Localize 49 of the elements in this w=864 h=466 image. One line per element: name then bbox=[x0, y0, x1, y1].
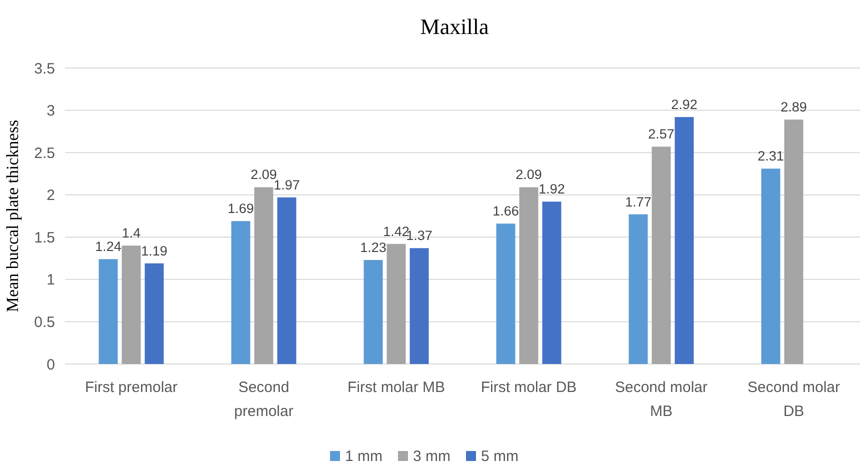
bar bbox=[254, 187, 274, 364]
x-tick-label: Second molar MB bbox=[614, 379, 708, 420]
bar bbox=[144, 263, 164, 364]
legend-label: 3 mm bbox=[413, 448, 450, 465]
y-tick-label: 3.5 bbox=[34, 60, 55, 78]
x-tick-label: First molar DB bbox=[480, 379, 577, 396]
data-label: 1.4 bbox=[122, 226, 142, 241]
bar bbox=[784, 120, 804, 364]
y-axis-title: Mean buccal plate thickness bbox=[3, 120, 22, 312]
bar bbox=[277, 197, 296, 364]
y-tick-label: 3 bbox=[46, 102, 55, 120]
data-label: 1.23 bbox=[360, 240, 386, 255]
bar bbox=[542, 202, 562, 364]
bar bbox=[98, 259, 118, 364]
y-tick-label: 0.5 bbox=[34, 314, 55, 331]
data-label: 2.89 bbox=[780, 100, 807, 115]
data-label: 1.66 bbox=[492, 204, 519, 219]
y-tick-label: 1.5 bbox=[34, 229, 55, 246]
bar bbox=[628, 214, 648, 364]
x-tick-label: First premolar bbox=[84, 379, 178, 396]
chart-title: Maxilla bbox=[420, 14, 489, 39]
y-tick-label: 1 bbox=[46, 272, 55, 289]
y-tick-label: 2 bbox=[46, 187, 55, 204]
bar bbox=[761, 168, 780, 364]
bar bbox=[122, 246, 141, 364]
bar bbox=[364, 260, 383, 364]
data-label: 1.19 bbox=[141, 243, 168, 258]
bar bbox=[386, 244, 406, 364]
legend-label: 5 mm bbox=[481, 448, 518, 465]
bar bbox=[496, 224, 516, 364]
data-label: 2.57 bbox=[648, 126, 674, 142]
x-tick-label: Second molar DB bbox=[747, 379, 840, 420]
data-label: 2.09 bbox=[516, 167, 542, 182]
bar bbox=[519, 187, 538, 364]
bar bbox=[410, 248, 429, 364]
data-label: 2.31 bbox=[758, 148, 784, 164]
data-label: 1.77 bbox=[625, 194, 652, 210]
data-label: 1.92 bbox=[538, 182, 565, 197]
y-tick-label: 0 bbox=[46, 356, 55, 374]
data-label: 1.24 bbox=[95, 239, 122, 254]
bar bbox=[231, 221, 250, 364]
bar bbox=[652, 146, 671, 364]
legend-label: 1 mm bbox=[345, 448, 382, 465]
x-tick-label: First molar MB bbox=[348, 379, 445, 396]
data-label: 2.92 bbox=[671, 97, 698, 112]
y-tick-label: 2.5 bbox=[34, 144, 55, 162]
bar bbox=[674, 117, 694, 364]
x-tick-label: Second premolar bbox=[234, 379, 294, 420]
data-label: 1.69 bbox=[228, 201, 254, 216]
